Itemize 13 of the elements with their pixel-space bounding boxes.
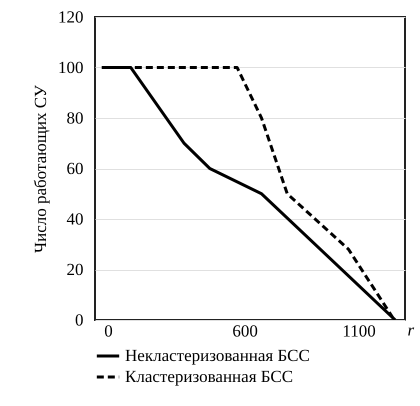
y-tick-label: 60	[66, 159, 84, 178]
x-tick-label: 600	[232, 322, 258, 340]
x-tick-label: 1100	[342, 322, 376, 340]
legend-label: Некластеризованная БСС	[125, 346, 310, 365]
x-axis-title: r	[408, 320, 414, 340]
y-tick-label: 120	[58, 8, 84, 26]
legend-label: Кластеризованная БСС	[125, 367, 294, 386]
y-axis-title: Число работающих СУ	[31, 84, 50, 253]
x-tick-label: 0	[104, 322, 113, 340]
y-tick-label: 80	[66, 108, 84, 128]
y-tick-label: 20	[66, 260, 84, 279]
y-tick-label: 40	[66, 210, 84, 228]
y-tick-label: 100	[58, 58, 84, 77]
